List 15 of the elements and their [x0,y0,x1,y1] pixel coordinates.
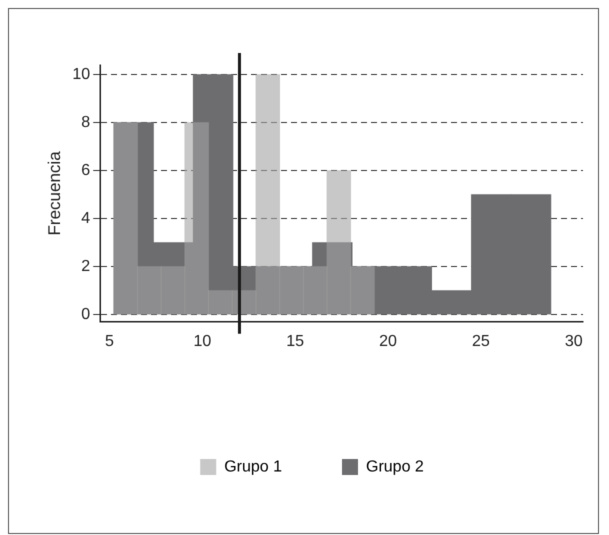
x-tick-label: 10 [193,332,212,350]
y-tick-label: 10 [72,66,90,84]
y-tick-label: 6 [81,162,90,180]
x-tick-label: 15 [286,332,304,350]
x-tick-label: 5 [105,332,114,350]
legend-label: Grupo 2 [366,458,424,476]
y-tick-label: 4 [81,210,90,228]
y-tick-label: 2 [81,258,90,276]
y-tick-label: 0 [81,306,90,324]
legend-label: Grupo 1 [224,458,282,476]
y-axis-title: Frecuencia [44,150,64,236]
x-tick-label: 30 [564,332,583,350]
y-tick-label: 8 [81,114,90,132]
x-tick-label: 20 [379,332,398,350]
x-tick-label: 25 [472,332,490,350]
